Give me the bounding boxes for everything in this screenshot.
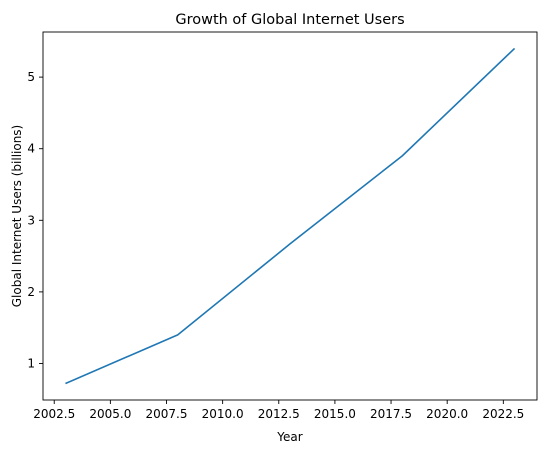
x-tick-label: 2017.5 [370,407,412,421]
y-tick-label: 3 [27,213,35,227]
y-axis-ticks: 1 2 3 4 5 [27,70,43,370]
series-line [65,47,516,385]
x-tick-label: 2002.5 [33,407,75,421]
x-tick-label: 2020.0 [426,407,468,421]
x-tick-label: 2010.0 [202,407,244,421]
y-axis-label: Global Internet Users (billions) [10,125,24,308]
x-tick-label: 2007.5 [146,407,188,421]
x-tick-label: 2012.5 [258,407,300,421]
y-tick-label: 1 [27,356,35,370]
x-tick-label: 2005.0 [89,407,131,421]
y-tick-label: 4 [27,142,35,156]
series-layer [65,47,516,385]
y-tick-label: 2 [27,285,35,299]
x-axis-label: Year [276,430,302,444]
plot-area-frame [42,31,538,401]
chart-title: Growth of Global Internet Users [175,12,404,28]
y-tick-label: 5 [27,70,35,84]
x-tick-label: 2022.5 [482,407,524,421]
x-tick-label: 2015.0 [314,407,356,421]
x-axis-ticks: 2002.5 2005.0 2007.5 2010.0 2012.5 2015.0 2017… [33,400,524,421]
